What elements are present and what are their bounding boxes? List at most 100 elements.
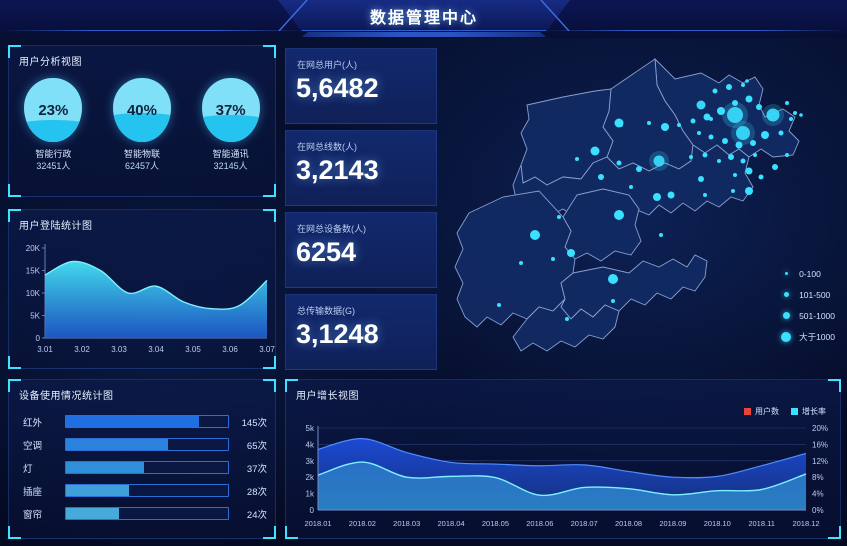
gauge-name: 智能行政 [35, 149, 72, 159]
corner-bracket-br [263, 184, 276, 197]
svg-text:2018.02: 2018.02 [349, 519, 376, 528]
gauge-name: 智能通讯 [212, 149, 249, 159]
corner-bracket-tr [263, 379, 276, 392]
svg-text:2018.10: 2018.10 [704, 519, 731, 528]
svg-text:3.05: 3.05 [185, 345, 201, 354]
kpi-card-online-users[interactable]: 在网总用户(人) 5,6482 [285, 48, 437, 124]
panel-title-login-statistics: 用户登陆统计图 [19, 221, 93, 232]
device-bar-track [65, 507, 229, 520]
panel-login-statistics: 用户登陆统计图 0 5K 10K 15K 20K 3.01 3.02 3.03 3.04 3.0… [8, 209, 276, 369]
corner-bracket-tr [263, 209, 276, 222]
svg-text:2018.07: 2018.07 [571, 519, 598, 528]
map-data-points [497, 79, 803, 321]
gauge-item[interactable]: 37% 智能通讯 32145人 [192, 78, 270, 196]
gauge-percent: 23% [38, 101, 69, 119]
device-bar-row[interactable]: 灯 37次 [9, 456, 275, 479]
page-title: 数据管理中心 [369, 10, 478, 27]
device-bar-row[interactable]: 红外 145次 [9, 410, 275, 433]
map-legend-label: 0-100 [799, 268, 821, 279]
svg-text:8%: 8% [812, 473, 824, 482]
svg-text:2018.11: 2018.11 [748, 519, 775, 528]
corner-bracket-tl [8, 379, 21, 392]
login-x-axis-labels: 3.01 3.02 3.03 3.04 3.05 3.06 3.07 [37, 345, 275, 354]
svg-text:3.04: 3.04 [148, 345, 164, 354]
device-bar-value: 28次 [246, 486, 267, 498]
svg-text:20%: 20% [812, 424, 828, 433]
device-bar-row[interactable]: 插座 28次 [9, 479, 275, 502]
growth-x-axis-labels: 2018.01 2018.02 2018.03 2018.04 2018.05 2018.… [304, 519, 819, 528]
corner-bracket-tl [285, 379, 298, 392]
gauge-percent: 37% [215, 101, 246, 119]
device-bar-fill [66, 508, 120, 519]
legend-swatch-growth-icon [791, 408, 798, 415]
svg-text:2018.12: 2018.12 [792, 519, 819, 528]
kpi-card-online-devices[interactable]: 在网总设备数(人) 6254 [285, 212, 437, 288]
map-legend-label: 501-1000 [799, 310, 835, 321]
gauge-group: 23% 智能行政 32451人 40% 智能物联 62457人 [9, 78, 275, 196]
svg-text:0%: 0% [812, 506, 824, 515]
legend-item-users[interactable]: 用户数 [744, 406, 779, 417]
svg-text:3.07: 3.07 [259, 345, 275, 354]
gauge-ball: 23% [24, 78, 83, 142]
header-center-plate [278, 0, 570, 30]
device-bar-label: 空调 [23, 440, 43, 452]
kpi-card-total-data[interactable]: 总传输数据(G) 3,1248 [285, 294, 437, 370]
map-legend-dot-icon [773, 312, 799, 319]
gauge-item[interactable]: 23% 智能行政 32451人 [14, 78, 92, 196]
login-area-line [44, 260, 268, 310]
device-bar-fill [66, 485, 130, 496]
gauge-item[interactable]: 40% 智能物联 62457人 [103, 78, 181, 196]
header-diagonal-right-icon [540, 0, 570, 31]
header-trapezoid [278, 0, 570, 31]
svg-text:2018.05: 2018.05 [482, 519, 509, 528]
device-bar-row[interactable]: 空调 65次 [9, 433, 275, 456]
map-legend-dot-icon [773, 331, 799, 342]
device-bar-value: 145次 [241, 417, 267, 429]
region-scatter-map[interactable]: 0-100 101-500 501-1000 大于1000 [443, 45, 843, 375]
device-bar-track [65, 415, 229, 428]
svg-text:10K: 10K [26, 289, 41, 298]
device-bar-track [65, 461, 229, 474]
svg-text:4%: 4% [812, 490, 824, 499]
kpi-card-online-lines[interactable]: 在网总线数(人) 3,2143 [285, 130, 437, 206]
svg-text:3.02: 3.02 [74, 345, 90, 354]
kpi-label: 在网总用户(人) [297, 60, 357, 70]
device-bar-track [65, 484, 229, 497]
svg-text:2018.01: 2018.01 [304, 519, 331, 528]
gauge-count: 32145人 [213, 161, 248, 172]
map-legend-label: 101-500 [799, 289, 831, 300]
device-bar-label: 插座 [23, 486, 43, 498]
gauge-percent: 40% [126, 101, 157, 119]
header-underbar [302, 32, 546, 37]
svg-text:12%: 12% [812, 457, 828, 466]
legend-item-growth-rate[interactable]: 增长率 [791, 406, 826, 417]
kpi-label: 总传输数据(G) [297, 306, 355, 316]
corner-bracket-bl [8, 526, 21, 539]
panel-user-growth: 用户增长视图 用户数 增长率 0 [285, 379, 841, 539]
corner-bracket-tl [8, 45, 21, 58]
header-diagonal-left-icon [278, 0, 308, 31]
device-bar-fill [66, 462, 144, 473]
growth-legend: 用户数 增长率 [744, 406, 826, 417]
svg-text:3k: 3k [306, 457, 315, 466]
svg-text:5K: 5K [30, 312, 40, 321]
device-bar-row[interactable]: 窗帘 24次 [9, 502, 275, 525]
legend-label-users: 用户数 [755, 407, 779, 416]
device-bar-value: 65次 [246, 440, 267, 452]
gauge-count: 62457人 [124, 161, 159, 172]
svg-text:2k: 2k [306, 473, 315, 482]
legend-swatch-users-icon [744, 408, 751, 415]
panel-user-analysis: 用户分析视图 23% 智能行政 32451人 40% 智能物联 [8, 45, 276, 197]
map-legend: 0-100 101-500 501-1000 大于1000 [773, 263, 835, 347]
legend-label-growth-rate: 增长率 [802, 407, 826, 416]
header-rule-left [0, 30, 306, 31]
gauge-wave [112, 113, 171, 142]
login-y-axis-labels: 0 5K 10K 15K 20K [26, 244, 45, 343]
svg-text:15K: 15K [26, 267, 41, 276]
corner-bracket-br [263, 526, 276, 539]
kpi-value: 3,1248 [296, 319, 379, 349]
device-bar-track [65, 438, 229, 451]
svg-text:2018.03: 2018.03 [393, 519, 420, 528]
